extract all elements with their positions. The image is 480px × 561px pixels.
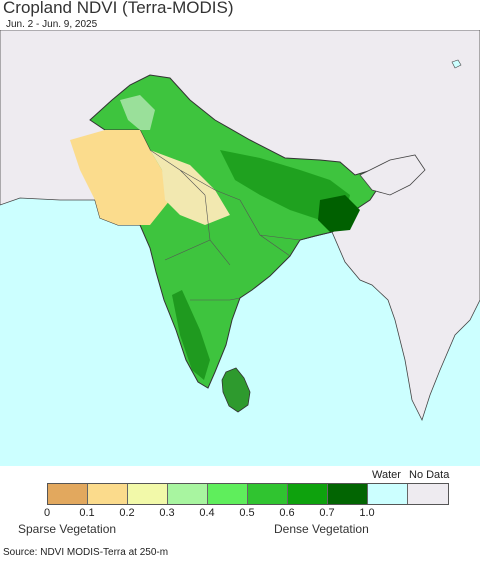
bengal-very-dense bbox=[318, 195, 360, 232]
legend-swatch-water bbox=[368, 484, 408, 504]
northeast-no-data bbox=[359, 154, 426, 196]
lake bbox=[451, 59, 462, 69]
dense-vegetation-label: Dense Vegetation bbox=[274, 522, 369, 536]
legend-tick-6: 0.6 bbox=[279, 507, 295, 519]
legend-swatch-nodata bbox=[408, 484, 448, 504]
legend-tick-0: 0 bbox=[43, 507, 51, 519]
arid-zone bbox=[70, 130, 170, 225]
pakistan-belt bbox=[120, 95, 155, 130]
legend-tick-2: 0.2 bbox=[119, 507, 135, 519]
legend-water-label: Water bbox=[372, 469, 401, 481]
legend-tick-1: 0.1 bbox=[79, 507, 95, 519]
legend-nodata-label: No Data bbox=[409, 469, 450, 481]
legend-tick-8: 1.0 bbox=[359, 507, 375, 519]
date-range: Jun. 2 - Jun. 9, 2025 bbox=[6, 19, 98, 30]
legend-colorbar bbox=[47, 483, 449, 505]
legend-swatch-1 bbox=[88, 484, 128, 504]
map-title: Cropland NDVI (Terra-MODIS) bbox=[3, 0, 234, 17]
legend-tick-4: 0.4 bbox=[199, 507, 215, 519]
legend-swatch-5 bbox=[248, 484, 288, 504]
legend-tick-7: 0.7 bbox=[319, 507, 335, 519]
sparse-vegetation-label: Sparse Vegetation bbox=[18, 522, 117, 536]
legend-swatch-4 bbox=[208, 484, 248, 504]
internal-boundaries bbox=[149, 149, 301, 301]
legend-tick-3: 0.3 bbox=[159, 507, 175, 519]
legend-tick-5: 0.5 bbox=[239, 507, 255, 519]
sparse-zone bbox=[150, 150, 230, 225]
western-ghats-dense bbox=[172, 290, 210, 380]
sri-lanka bbox=[221, 367, 251, 413]
ndvi-map bbox=[0, 30, 480, 466]
legend-swatch-3 bbox=[168, 484, 208, 504]
gangetic-dense bbox=[220, 150, 350, 220]
legend-swatch-2 bbox=[128, 484, 168, 504]
source-note: Source: NDVI MODIS-Terra at 250-m bbox=[3, 547, 169, 558]
legend-swatch-6 bbox=[288, 484, 328, 504]
legend-swatch-0 bbox=[48, 484, 88, 504]
legend-swatch-7 bbox=[328, 484, 368, 504]
